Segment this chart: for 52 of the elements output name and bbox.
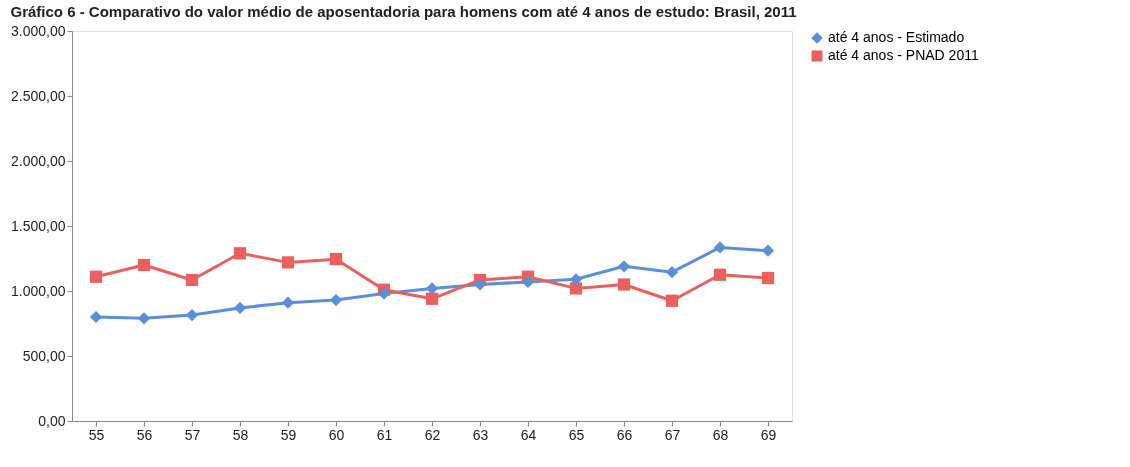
y-tick-label: 1.500,00: [11, 217, 66, 234]
x-tick-label: 56: [136, 426, 153, 443]
point: [665, 266, 679, 279]
point: [617, 260, 631, 273]
x-tick-label: 66: [616, 426, 633, 443]
point: [137, 258, 151, 272]
point: [617, 278, 631, 291]
y-tick-label: 2.500,00: [11, 87, 66, 104]
point: [665, 294, 679, 307]
point: [425, 282, 439, 295]
x-tick-label: 69: [760, 426, 777, 443]
point: [89, 310, 103, 324]
point: [713, 268, 727, 281]
x-tick-label: 67: [664, 426, 681, 443]
point: [89, 270, 103, 283]
x-tick-label: 57: [184, 426, 201, 443]
legend-label: até 4 anos - PNAD 2011: [828, 47, 979, 63]
chart-title: Gráfico 6 - Comparativo do valor médio de aposentadoria para homens com até 4 anos de estudo: Brasil, 2011: [10, 3, 797, 20]
point: [425, 292, 439, 305]
x-tick-label: 64: [520, 426, 537, 443]
point: [281, 256, 295, 269]
point: [761, 271, 775, 285]
point: [521, 275, 535, 289]
x-tick-label: 68: [712, 426, 729, 443]
point: [473, 278, 487, 291]
x-tick-label: 60: [328, 426, 345, 443]
y-tick-label: 3.000,00: [11, 22, 66, 39]
x-tick-label: 63: [472, 426, 489, 443]
x-tick-label: 58: [232, 426, 249, 443]
point: [761, 244, 775, 257]
point: [233, 301, 247, 315]
point: [185, 308, 199, 322]
x-tick-label: 62: [424, 426, 441, 443]
x-tick-label: 59: [280, 426, 297, 443]
y-tick-label: 500,00: [22, 347, 66, 364]
point: [329, 253, 343, 266]
point: [137, 312, 151, 325]
y-tick-label: 1.000,00: [11, 282, 66, 299]
x-tick-label: 61: [376, 426, 393, 443]
legend-label: até 4 anos - Estimado: [828, 29, 965, 45]
point: [569, 273, 583, 286]
point: [233, 247, 247, 260]
point: [185, 273, 199, 287]
point: [377, 287, 391, 300]
point: [281, 296, 295, 309]
x-tick-label: 55: [88, 426, 105, 443]
y-tick-label: 0,00: [38, 412, 66, 429]
point: [713, 241, 727, 254]
point: [569, 282, 583, 295]
y-tick-label: 2.000,00: [11, 152, 66, 169]
point: [329, 293, 343, 307]
x-tick-label: 65: [568, 426, 585, 443]
